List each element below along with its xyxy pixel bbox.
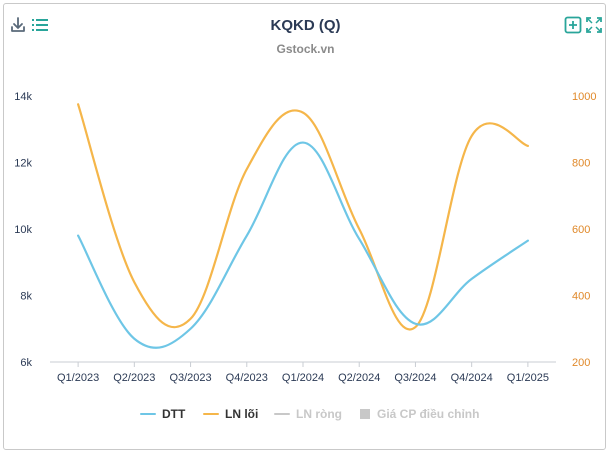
chart-panel (3, 3, 606, 450)
fullscreen-icon[interactable] (585, 16, 603, 34)
x-tick-label: Q1/2023 (57, 372, 99, 384)
chart-subtitle: Gstock.vn (276, 42, 335, 56)
legend-label: DTT (162, 407, 186, 421)
chart-legend: DTT LN lõi LN ròng Giá CP điều chỉnh (0, 404, 611, 424)
y-left-tick-label: 8k (20, 291, 32, 303)
legend-item[interactable]: LN lõi (203, 404, 258, 424)
y-left-tick-label: 14k (14, 91, 32, 103)
line-chart: Q1/2023 Q2/2023 Q3/2023 Q4/2023 Q1/2024 Q2/20… (14, 91, 596, 384)
y-right-tick-label: 400 (572, 291, 590, 303)
add-box-icon[interactable] (564, 16, 582, 34)
legend-marker (274, 413, 290, 415)
chart-title: KQKD (Q) (270, 17, 341, 34)
y-right-tick-label: 1000 (572, 91, 596, 103)
download-icon[interactable] (10, 16, 26, 34)
legend-label: LN ròng (296, 407, 342, 421)
legend-label: Giá CP điều chỉnh (377, 407, 480, 421)
legend-marker (203, 413, 219, 415)
x-tick-label: Q4/2024 (451, 372, 493, 384)
x-tick-label: Q2/2024 (338, 372, 380, 384)
legend-item[interactable]: DTT (140, 404, 185, 424)
y-left-tick-label: 12k (14, 158, 32, 170)
legend-item[interactable]: Giá CP điều chỉnh (360, 404, 479, 424)
y-left-tick-label: 6k (20, 357, 32, 369)
x-tick-label: Q2/2023 (113, 372, 155, 384)
y-right-tick-label: 600 (572, 224, 590, 236)
legend-label: LN lõi (225, 407, 259, 421)
x-tick-label: Q1/2024 (282, 372, 324, 384)
x-tick-label: Q3/2023 (169, 372, 211, 384)
x-tick-label: Q4/2023 (226, 372, 268, 384)
legend-marker (140, 413, 156, 415)
legend-marker (360, 409, 370, 419)
y-right-tick-label: 800 (572, 158, 590, 170)
series-line-ln-loi (77, 103, 529, 331)
x-tick-label: Q1/2025 (507, 372, 549, 384)
menu-icon[interactable] (31, 16, 49, 34)
series-line-dtt (77, 141, 529, 349)
legend-item[interactable]: LN ròng (274, 404, 342, 424)
y-right-tick-label: 200 (572, 357, 590, 369)
x-tick-label: Q3/2024 (394, 372, 436, 384)
y-left-tick-label: 10k (14, 224, 32, 236)
